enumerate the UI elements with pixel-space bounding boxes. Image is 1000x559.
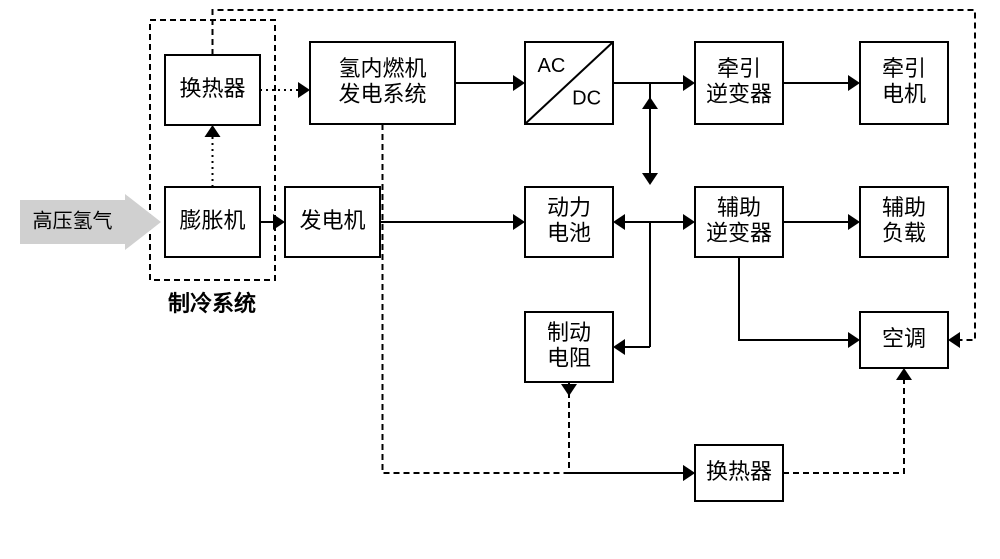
svg-text:制动: 制动 [547, 320, 591, 345]
svg-text:逆变器: 逆变器 [706, 81, 772, 106]
svg-text:负载: 负载 [882, 220, 926, 245]
svg-text:AC: AC [538, 55, 566, 77]
block-diagram: 高压氢气换热器膨胀机氢内燃机发电系统发电机动力电池制动电阻牵引逆变器辅助逆变器牵… [0, 0, 1000, 559]
svg-text:换热器: 换热器 [706, 459, 772, 484]
svg-text:牵引: 牵引 [882, 56, 926, 81]
node-acdc: AC DC [525, 42, 613, 124]
svg-text:动力: 动力 [547, 195, 591, 220]
node-ac: 空调 [860, 312, 948, 368]
node-batt: 动力电池 [525, 187, 613, 257]
svg-text:发电系统: 发电系统 [338, 81, 426, 106]
node-expander: 膨胀机 [165, 187, 260, 257]
node-tmotor: 牵引电机 [860, 42, 948, 124]
svg-text:电阻: 电阻 [547, 345, 591, 370]
svg-text:电机: 电机 [882, 81, 926, 106]
svg-text:空调: 空调 [882, 326, 926, 351]
svg-text:高压氢气: 高压氢气 [33, 209, 113, 232]
node-gen: 发电机 [285, 187, 380, 257]
svg-text:逆变器: 逆变器 [706, 220, 772, 245]
svg-text:辅助: 辅助 [882, 195, 926, 220]
svg-text:换热器: 换热器 [179, 76, 245, 101]
node-aload: 辅助负载 [860, 187, 948, 257]
node-hx2: 换热器 [695, 445, 783, 501]
svg-text:辅助: 辅助 [717, 195, 761, 220]
node-ainv: 辅助逆变器 [695, 187, 783, 257]
svg-text:电池: 电池 [547, 220, 591, 245]
svg-text:DC: DC [572, 88, 601, 110]
node-brake: 制动电阻 [525, 312, 613, 382]
node-h2ice: 氢内燃机发电系统 [310, 42, 455, 124]
svg-text:氢内燃机: 氢内燃机 [338, 56, 426, 81]
svg-text:发电机: 发电机 [299, 208, 365, 233]
svg-text:制冷系统: 制冷系统 [168, 291, 256, 316]
svg-text:牵引: 牵引 [717, 56, 761, 81]
node-tinv: 牵引逆变器 [695, 42, 783, 124]
svg-text:膨胀机: 膨胀机 [179, 208, 245, 233]
node-hx1: 换热器 [165, 55, 260, 125]
